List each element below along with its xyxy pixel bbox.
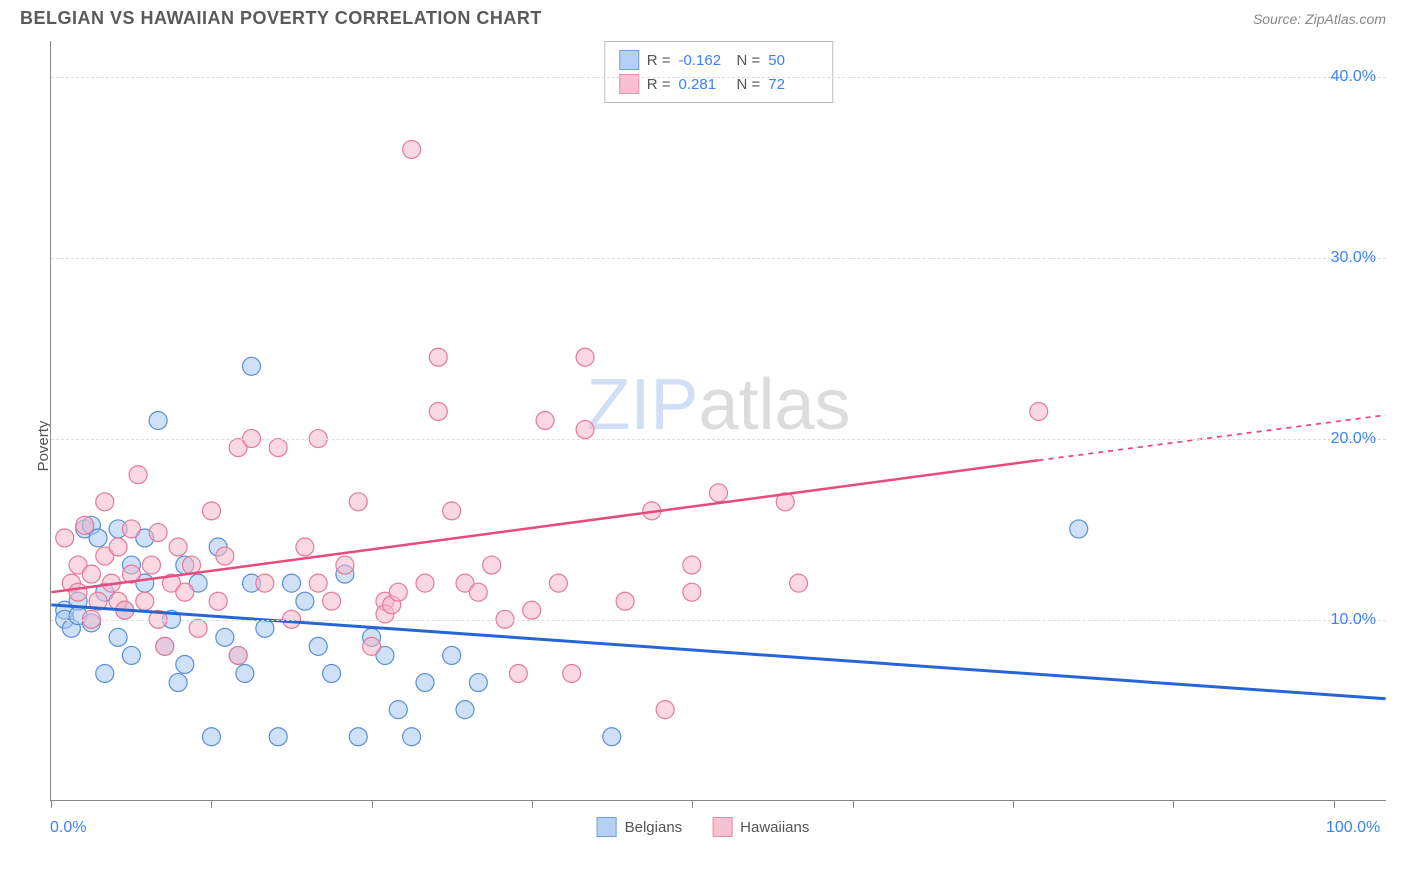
legend-swatch-hawaiians-icon: [712, 817, 732, 837]
legend-label-belgians: Belgians: [625, 819, 683, 836]
scatter-svg: [51, 41, 1386, 800]
chart-header: BELGIAN VS HAWAIIAN POVERTY CORRELATION …: [0, 0, 1406, 41]
x-axis-max-label: 100.0%: [1326, 819, 1380, 837]
R-value-belgians: -0.162: [679, 52, 729, 69]
source-label: Source: ZipAtlas.com: [1253, 11, 1386, 27]
correlation-stats-box: R = -0.162 N = 50 R = 0.281 N = 72: [604, 41, 834, 103]
legend-item-hawaiians: Hawaiians: [712, 817, 809, 837]
y-tick-label: 20.0%: [1331, 430, 1376, 448]
y-tick-label: 30.0%: [1331, 249, 1376, 267]
N-label: N =: [737, 52, 761, 69]
y-tick-label: 10.0%: [1331, 611, 1376, 629]
R-label: R =: [647, 52, 671, 69]
x-axis-min-label: 0.0%: [50, 819, 86, 837]
chart-title: BELGIAN VS HAWAIIAN POVERTY CORRELATION …: [20, 8, 542, 29]
swatch-belgians-icon: [619, 50, 639, 70]
legend-bottom: Belgians Hawaiians: [597, 817, 810, 837]
y-tick-label: 40.0%: [1331, 68, 1376, 86]
stats-row-belgians: R = -0.162 N = 50: [619, 48, 819, 72]
legend-swatch-belgians-icon: [597, 817, 617, 837]
legend-label-hawaiians: Hawaiians: [740, 819, 809, 836]
legend-item-belgians: Belgians: [597, 817, 683, 837]
chart-plot-area: ZIPatlas R = -0.162 N = 50 R = 0.281 N =…: [50, 41, 1386, 801]
N-value-belgians: 50: [768, 52, 818, 69]
stats-row-hawaiians: R = 0.281 N = 72: [619, 72, 819, 96]
